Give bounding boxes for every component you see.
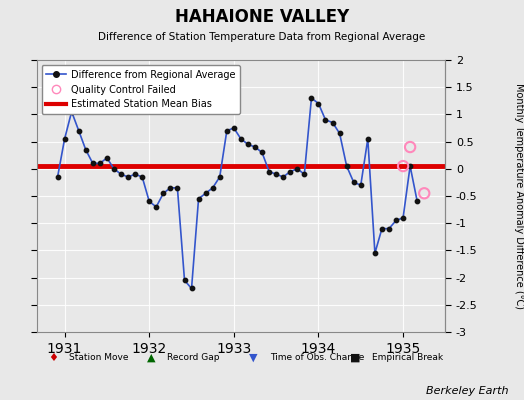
Text: Record Gap: Record Gap [168,354,220,362]
Point [314,100,323,107]
Point [321,117,330,123]
Point [215,174,224,180]
Text: Difference of Station Temperature Data from Regional Average: Difference of Station Temperature Data f… [99,32,425,42]
Point [60,136,69,142]
Point [244,141,252,148]
Point [103,155,111,161]
Point [272,171,280,178]
Point [82,146,90,153]
Point [188,285,196,292]
Point [406,163,414,169]
Point [180,277,189,284]
Point [194,196,203,202]
Point [279,174,287,180]
Point [230,125,238,131]
Point [413,198,421,205]
Text: HAHAIONE VALLEY: HAHAIONE VALLEY [175,8,349,26]
Text: ■: ■ [350,353,361,363]
Point [293,166,301,172]
Point [110,166,118,172]
Text: Empirical Break: Empirical Break [372,354,443,362]
Point [223,128,231,134]
Point [124,174,132,180]
Point [68,108,76,115]
Text: ▲: ▲ [147,353,156,363]
Point [152,204,160,210]
Point [420,190,429,196]
Point [258,149,266,156]
Point [145,198,154,205]
Point [209,185,217,191]
Text: Station Move: Station Move [69,354,129,362]
Point [399,214,407,221]
Point [166,185,174,191]
Point [89,160,97,166]
Legend: Difference from Regional Average, Quality Control Failed, Estimated Station Mean: Difference from Regional Average, Qualit… [41,65,240,114]
Point [159,190,168,196]
Point [131,171,139,178]
Point [286,168,294,175]
Point [378,226,386,232]
Point [406,144,414,150]
Point [300,171,309,178]
Text: Monthly Temperature Anomaly Difference (°C): Monthly Temperature Anomaly Difference (… [514,83,524,309]
Point [343,163,351,169]
Point [399,163,407,169]
Point [237,136,245,142]
Point [96,160,104,166]
Point [385,226,393,232]
Point [350,179,358,186]
Point [370,250,379,256]
Text: Berkeley Earth: Berkeley Earth [426,386,508,396]
Text: ♦: ♦ [48,353,58,363]
Point [307,95,315,101]
Text: Time of Obs. Change: Time of Obs. Change [270,354,364,362]
Point [265,168,274,175]
Point [364,136,372,142]
Point [329,119,337,126]
Point [117,171,125,178]
Point [251,144,259,150]
Point [357,182,365,188]
Point [173,185,182,191]
Point [74,128,83,134]
Point [53,174,62,180]
Point [392,217,400,224]
Point [138,174,146,180]
Text: ▼: ▼ [249,353,258,363]
Point [335,130,344,137]
Point [201,190,210,196]
